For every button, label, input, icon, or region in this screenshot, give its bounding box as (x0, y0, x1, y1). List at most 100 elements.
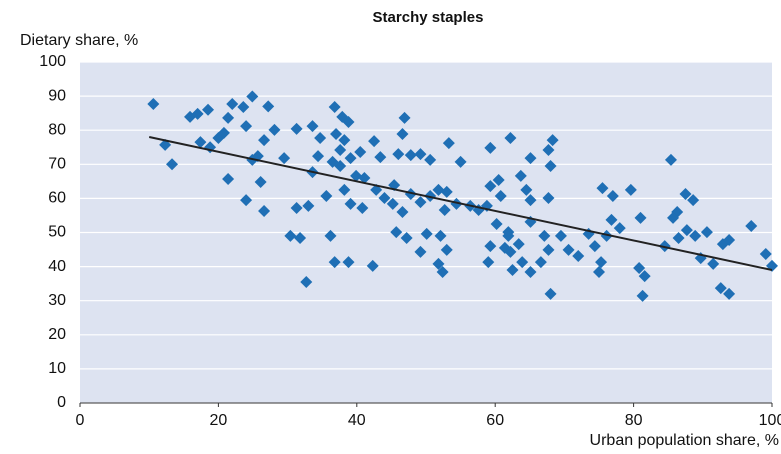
scatter-point (194, 136, 207, 149)
scatter-point (324, 229, 337, 242)
scatter-point (624, 183, 637, 196)
scatter-point (494, 190, 507, 203)
scatter-point (672, 231, 685, 244)
scatter-point (432, 257, 445, 270)
scatter-point (544, 287, 557, 300)
scatter-point (482, 256, 495, 269)
y-tick-label: 70 (48, 156, 66, 173)
scatter-point (679, 187, 692, 200)
scatter-point (502, 226, 515, 239)
scatter-point (254, 176, 267, 189)
scatter-point (166, 158, 179, 171)
scatter-point (338, 134, 351, 147)
scatter-point (414, 148, 427, 161)
scatter-point (400, 231, 413, 244)
scatter-point (217, 126, 230, 139)
scatter-point (330, 127, 343, 140)
scatter-point (278, 152, 291, 165)
scatter-point (490, 217, 503, 230)
scatter-point (680, 224, 693, 237)
chart-title: Starchy staples (373, 9, 484, 26)
x-tick-label: 20 (210, 412, 228, 429)
scatter-point (414, 196, 427, 209)
scatter-point (314, 132, 327, 145)
x-tick-label: 100 (759, 412, 781, 429)
scatter-point (512, 238, 525, 251)
scatter-point (390, 226, 403, 239)
scatter-point (593, 266, 605, 279)
scatter-point (524, 152, 537, 165)
x-axis-label: Urban population share, % (590, 432, 779, 449)
scatter-point (262, 100, 275, 113)
scatter-point (562, 243, 575, 256)
scatter-point (404, 149, 417, 162)
scatter-point (687, 194, 700, 207)
scatter-point (542, 192, 555, 205)
scatter-point (484, 180, 497, 193)
trend-line (148, 136, 773, 271)
scatter-point (290, 201, 303, 214)
scatter-point (504, 245, 517, 258)
scatter-point (714, 282, 727, 295)
scatter-point (334, 160, 347, 173)
scatter-point (440, 243, 453, 256)
x-tick-label: 0 (76, 412, 85, 429)
scatter-point (636, 289, 649, 302)
scatter-point (378, 192, 391, 205)
y-tick-label: 90 (48, 87, 66, 104)
scatter-point (605, 213, 618, 226)
scatter-point (514, 169, 527, 182)
scatter-point (294, 231, 307, 244)
scatter-point (432, 183, 445, 196)
scatter-point (312, 150, 325, 163)
scatter-point (606, 190, 619, 203)
y-axis-label: Dietary share, % (20, 32, 138, 49)
scatter-point (484, 141, 497, 154)
y-tick-label: 100 (39, 53, 66, 70)
scatter-point (354, 146, 367, 159)
scatter-point (534, 256, 547, 269)
scatter-point (358, 171, 371, 184)
scatter-point (240, 120, 253, 133)
scatter-point (700, 226, 713, 239)
scatter-point (588, 240, 601, 253)
scatter-point (246, 90, 259, 103)
scatter-point (554, 229, 567, 242)
scatter-point (745, 220, 758, 233)
scatter-point (667, 211, 680, 224)
scatter-point (386, 197, 399, 210)
scatter-point (374, 151, 387, 164)
scatter-point (454, 155, 467, 168)
scatter-point (544, 160, 557, 173)
scatter-point (707, 257, 720, 270)
scatter-point (147, 97, 160, 110)
scatter-point (484, 240, 497, 253)
scatter-point (424, 153, 437, 166)
scatter-point (633, 261, 646, 274)
scatter-point (396, 206, 409, 219)
scatter-point (638, 270, 651, 283)
scatter-point (404, 187, 417, 200)
scatter-point (356, 201, 369, 214)
y-tick-label: 20 (48, 326, 66, 343)
scatter-point (759, 247, 772, 260)
scatter-point (258, 205, 271, 218)
scatter-point (350, 169, 363, 182)
scatter-point (442, 137, 455, 150)
scatter-point (226, 97, 239, 110)
scatter-point (396, 127, 409, 140)
scatter-point (368, 135, 381, 148)
scatter-point (492, 173, 505, 186)
scatter-point (723, 234, 736, 247)
scatter-point (338, 183, 351, 196)
scatter-point (694, 252, 707, 265)
y-tick-label: 30 (48, 292, 66, 309)
scatter-point (328, 101, 341, 114)
scatter-point (506, 264, 519, 277)
scatter-point (723, 287, 736, 300)
scatter-point (284, 229, 297, 242)
scatter-point (290, 122, 303, 135)
scatter-point (538, 229, 551, 242)
scatter-point (524, 266, 537, 279)
y-tick-label: 80 (48, 121, 66, 138)
